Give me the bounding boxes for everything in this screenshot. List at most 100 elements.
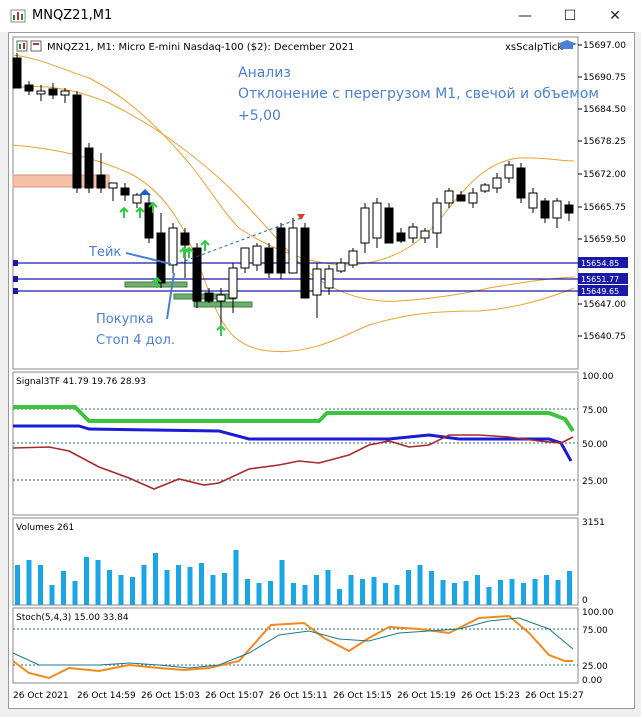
candle-body[interactable]: [228, 267, 238, 299]
candle-body[interactable]: [264, 247, 274, 274]
chart-window[interactable]: MNQZ21, M1: Micro E-mini Nasdaq-100 ($2)…: [8, 32, 635, 709]
candle-body[interactable]: [168, 227, 178, 266]
time-tick: 26 Oct 14:59: [77, 691, 136, 701]
volume-bar: [210, 575, 216, 605]
candle-body[interactable]: [360, 207, 370, 244]
volume-bar: [417, 565, 423, 605]
candle-body[interactable]: [300, 227, 310, 299]
candle-body[interactable]: [312, 268, 322, 296]
candle-body[interactable]: [444, 190, 454, 204]
volume-bar: [222, 573, 227, 605]
candle-body[interactable]: [48, 88, 58, 96]
candle-body[interactable]: [24, 84, 34, 92]
candle-body[interactable]: [504, 164, 514, 179]
volume-bars: [15, 550, 572, 605]
candle-body[interactable]: [336, 262, 346, 272]
candle-body[interactable]: [540, 200, 550, 219]
volume-bar: [233, 550, 239, 605]
volume-bar: [153, 553, 158, 605]
candle-body[interactable]: [420, 230, 430, 239]
candle-body[interactable]: [216, 294, 226, 302]
volume-bar: [555, 580, 561, 605]
volume-bar: [279, 560, 285, 605]
svg-text:0: 0: [582, 596, 588, 606]
candle-body[interactable]: [156, 232, 166, 284]
candle-body[interactable]: [108, 182, 118, 189]
candle-body[interactable]: [84, 147, 94, 189]
candle-body[interactable]: [468, 192, 478, 204]
volume-bar: [95, 560, 101, 605]
buy-label: Покупка: [96, 312, 154, 327]
chart-canvas[interactable]: MNQZ21, M1: Micro E-mini Nasdaq-100 ($2)…: [9, 33, 634, 708]
volume-bar: [38, 565, 43, 605]
indicator-label: xsScalpTick: [505, 42, 563, 53]
price-tag: [578, 285, 628, 296]
signal-pane[interactable]: [12, 371, 579, 516]
take-label: Тейк: [88, 245, 121, 260]
time-tick: 26 Oct 15:19: [397, 691, 456, 701]
candles[interactable]: [12, 53, 574, 328]
candle-body[interactable]: [204, 292, 214, 302]
price-tick: 15640.75: [583, 332, 626, 342]
supply-zone[interactable]: [12, 174, 110, 188]
minimize-button[interactable]: —: [518, 8, 532, 24]
candle-body[interactable]: [552, 200, 562, 219]
stoch-pane[interactable]: [12, 607, 579, 684]
candle-body[interactable]: [12, 57, 22, 89]
candle-body[interactable]: [60, 90, 70, 96]
candle-body[interactable]: [384, 207, 394, 244]
candle-body[interactable]: [456, 194, 466, 202]
candle-body[interactable]: [480, 184, 490, 192]
candle-body[interactable]: [144, 202, 154, 239]
price-tag-label: 15651.77: [581, 275, 619, 284]
price-pane[interactable]: [12, 36, 579, 370]
candle-body[interactable]: [96, 174, 106, 189]
chart-app-icon: [10, 9, 26, 23]
candle-body[interactable]: [252, 245, 262, 266]
candle-body[interactable]: [240, 247, 250, 269]
candle-body[interactable]: [348, 250, 358, 266]
candle-body[interactable]: [192, 247, 202, 302]
candle-body[interactable]: [132, 194, 142, 204]
time-tick: 26 Oct 15:03: [141, 691, 200, 701]
volume-bar: [521, 583, 526, 605]
volume-bar: [107, 570, 112, 605]
candle-body[interactable]: [276, 227, 286, 274]
candle-body[interactable]: [180, 232, 190, 246]
candle-body[interactable]: [492, 177, 502, 189]
candle-body[interactable]: [120, 187, 130, 196]
volume-bar: [509, 579, 515, 605]
signal-axis: 100.00 75.00 50.00 25.00: [582, 372, 614, 487]
up-arrow-icon: [119, 206, 129, 218]
up-arrow-icon: [148, 201, 158, 213]
symbol-icon-2: [30, 40, 42, 52]
candle-body[interactable]: [564, 204, 574, 214]
volume-bar: [15, 565, 20, 605]
volume-bar: [452, 583, 457, 605]
volume-bar: [394, 585, 400, 605]
candle-body[interactable]: [372, 202, 382, 239]
signal-arrows: [119, 201, 226, 336]
time-tick: 26 Oct 15:11: [269, 691, 328, 701]
close-button[interactable]: ✕: [609, 8, 621, 24]
candle-body[interactable]: [528, 192, 538, 209]
volume-bar: [348, 575, 354, 605]
signal-blue-line: [13, 424, 573, 462]
annotation-line-1: Анализ: [238, 65, 291, 81]
volume-bar: [245, 579, 250, 605]
volume-bar: [72, 581, 78, 605]
candle-body[interactable]: [324, 268, 334, 289]
maximize-button[interactable]: ☐: [563, 8, 577, 24]
candle-body[interactable]: [36, 90, 46, 95]
candle-body[interactable]: [288, 227, 298, 274]
level-markers: [13, 260, 18, 294]
candle-body[interactable]: [72, 94, 82, 189]
buy-marker-icon: [139, 189, 151, 195]
signal-green-line: [13, 405, 575, 433]
candle-body[interactable]: [432, 202, 442, 234]
take-pointer: [125, 252, 172, 265]
candle-body[interactable]: [516, 167, 526, 199]
candle-body[interactable]: [408, 226, 418, 239]
price-tick: 15690.75: [583, 73, 626, 83]
candle-body[interactable]: [396, 232, 406, 242]
